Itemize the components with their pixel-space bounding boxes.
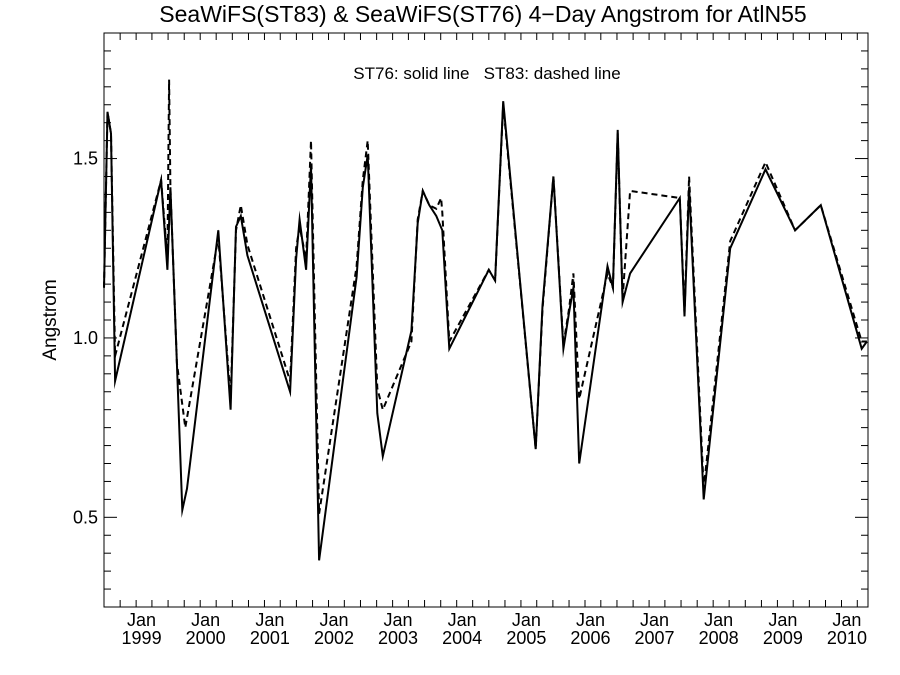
x-tick-year-label: 2002 [314,628,354,648]
series-lines [103,79,868,561]
x-tick-year-label: 2007 [635,628,675,648]
x-axis-ticks: Jan1999Jan2000Jan2001Jan2002Jan2003Jan20… [103,33,867,648]
x-tick-month-label: Jan [191,610,220,630]
plot-frame [103,32,869,608]
y-axis-label: Angstrom [40,279,61,360]
x-tick-year-label: 2004 [442,628,482,648]
x-tick-year-label: 2010 [827,628,867,648]
x-tick-month-label: Jan [127,610,156,630]
x-tick-month-label: Jan [448,610,477,630]
x-tick-year-label: 1999 [122,628,162,648]
line-style-note: ST76: solid line ST83: dashed line [353,64,620,83]
y-tick-label: 0.5 [73,507,98,527]
x-tick-year-label: 2009 [763,628,803,648]
x-tick-year-label: 2001 [250,628,290,648]
x-tick-month-label: Jan [832,610,861,630]
x-tick-month-label: Jan [255,610,284,630]
x-tick-year-label: 2005 [506,628,546,648]
x-tick-month-label: Jan [704,610,733,630]
x-tick-month-label: Jan [576,610,605,630]
y-tick-label: 1.0 [73,328,98,348]
x-tick-month-label: Jan [319,610,348,630]
x-tick-month-label: Jan [512,610,541,630]
st76-solid-line [103,101,868,561]
x-tick-month-label: Jan [768,610,797,630]
x-tick-year-label: 2000 [186,628,226,648]
chart-title: SeaWiFS(ST83) & SeaWiFS(ST76) 4−Day Angs… [159,1,806,27]
x-tick-year-label: 2006 [570,628,610,648]
x-tick-month-label: Jan [384,610,413,630]
x-tick-year-label: 2008 [699,628,739,648]
y-tick-label: 1.5 [73,149,98,169]
x-tick-month-label: Jan [640,610,669,630]
x-tick-year-label: 2003 [378,628,418,648]
y-axis-ticks: 0.5 1.0 1.5 [73,32,868,590]
st83-dashed-line [103,79,867,514]
